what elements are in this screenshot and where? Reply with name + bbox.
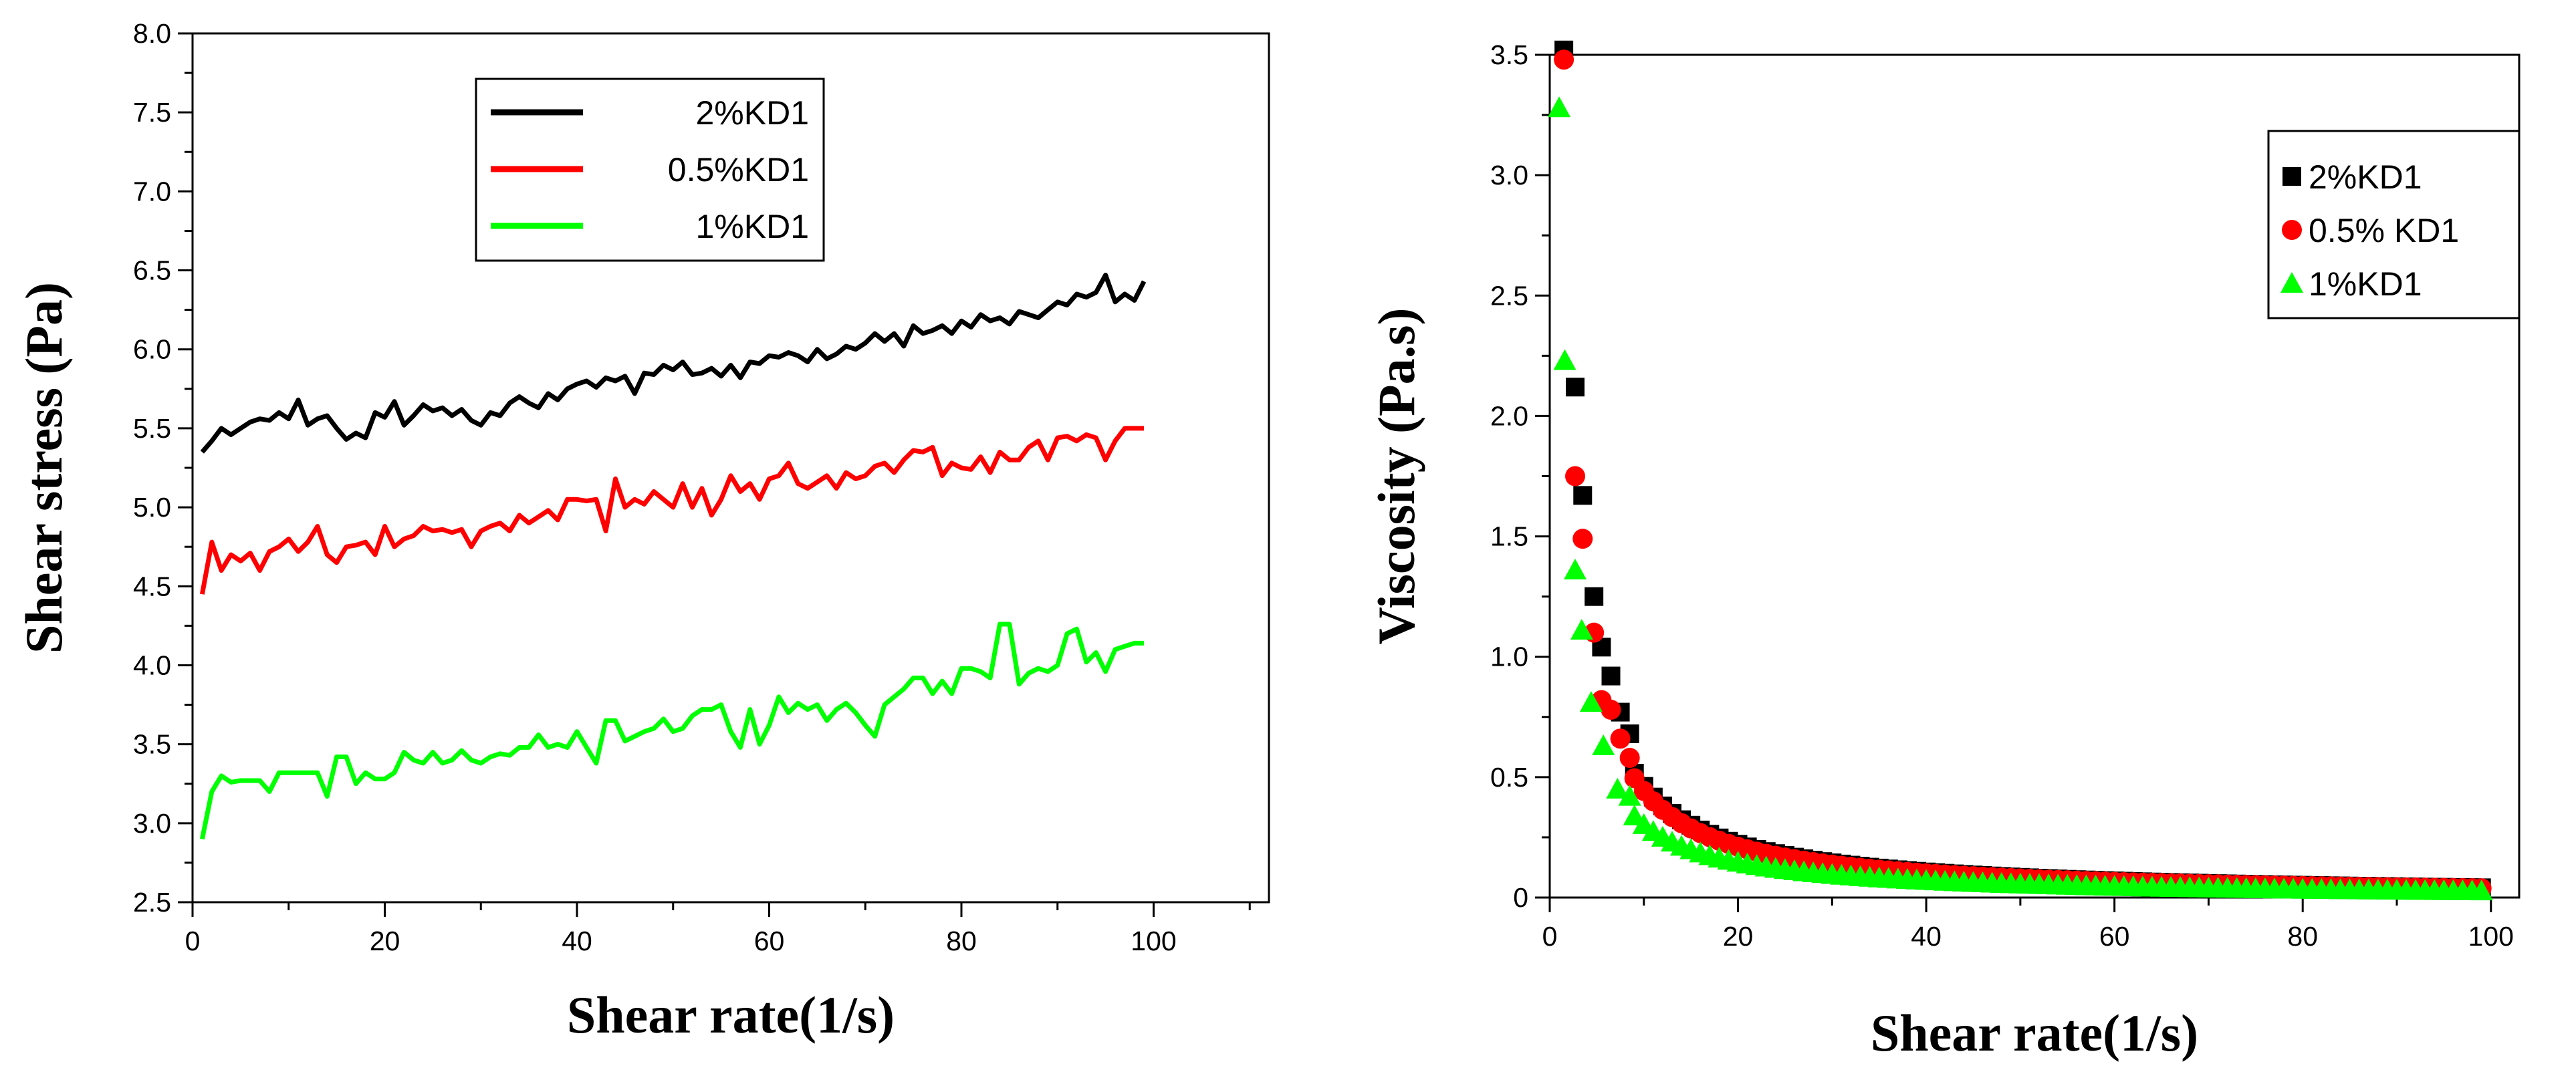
x-tick-label: 100 xyxy=(2468,921,2514,952)
legend-label-2: 1%KD1 xyxy=(695,208,809,245)
x-tick-label: 60 xyxy=(2099,921,2130,952)
data-point xyxy=(1553,349,1576,370)
x-tick-label: 40 xyxy=(1911,921,1942,952)
viscosity-chart: 0 20 40 60 80 100 0 0.5 1.0 1.5 2.0 2.5 3.0 3.5 Shear … xyxy=(1367,39,2521,1062)
y-tick-label: 1.5 xyxy=(1490,521,1528,552)
series-2 xyxy=(1548,96,2493,901)
y-tick-label: 4.5 xyxy=(133,571,171,601)
legend-label-2: 1%KD1 xyxy=(2309,265,2422,303)
y-tick-label: 3.5 xyxy=(133,729,171,760)
y-tick-label: 8.0 xyxy=(133,18,171,49)
y-axis-title: Viscosity (Pa.s) xyxy=(1367,307,1425,644)
y-tick-label: 0.5 xyxy=(1490,762,1528,793)
y-tick-label: 0 xyxy=(1513,882,1528,913)
legend-marker-1 xyxy=(2282,220,2302,240)
y-tick-label: 1.0 xyxy=(1490,642,1528,672)
data-point xyxy=(1606,777,1629,799)
x-tick-label: 40 xyxy=(562,926,592,956)
x-tick-label: 0 xyxy=(185,926,201,956)
x-tick-label: 20 xyxy=(370,926,400,956)
data-point xyxy=(1579,691,1603,712)
data-point xyxy=(1548,96,1571,118)
legend-marker-2 xyxy=(2280,272,2303,293)
y-tick-label: 2.5 xyxy=(1490,280,1528,311)
y-tick-label: 2.0 xyxy=(1490,400,1528,431)
x-axis-title: Shear rate(1/s) xyxy=(1871,1004,2198,1062)
data-point xyxy=(1566,378,1585,397)
legend-label-1: 0.5%KD1 xyxy=(668,151,809,188)
y-tick-label: 3.0 xyxy=(1490,160,1528,190)
series-line-0 xyxy=(200,273,1147,454)
y-tick-label: 3.5 xyxy=(1490,39,1528,70)
series-line-1 xyxy=(199,426,1145,595)
data-point xyxy=(1592,734,1615,756)
legend-label-0: 2%KD1 xyxy=(2309,158,2422,196)
y-tick-label: 6.5 xyxy=(133,255,171,286)
data-point xyxy=(1570,619,1593,640)
data-point xyxy=(1564,559,1587,580)
y-axis-title: Shear stress (Pa) xyxy=(15,282,73,654)
y-tick-label: 4.0 xyxy=(133,650,171,680)
x-tick-label: 100 xyxy=(1131,926,1176,956)
data-point xyxy=(1618,785,1641,806)
data-point xyxy=(1619,748,1640,769)
y-tick-label: 3.0 xyxy=(133,808,171,839)
y-tick-label: 6.0 xyxy=(133,334,171,365)
data-point xyxy=(1573,486,1593,505)
legend-label-0: 2%KD1 xyxy=(695,94,809,132)
legend-label-1: 0.5% KD1 xyxy=(2309,212,2459,249)
x-tick-label: 20 xyxy=(1723,921,1754,952)
series-line-2 xyxy=(199,622,1145,840)
y-tick-label: 5.5 xyxy=(133,413,171,444)
x-axis-title: Shear rate(1/s) xyxy=(567,986,895,1044)
x-tick-label: 80 xyxy=(946,926,977,956)
data-point xyxy=(2470,879,2493,901)
y-tick-label: 7.0 xyxy=(133,176,171,207)
y-tick-label: 5.0 xyxy=(133,492,171,523)
data-point xyxy=(1601,699,1621,720)
data-point xyxy=(1554,49,1574,70)
x-tick-label: 0 xyxy=(1542,921,1558,952)
data-point xyxy=(1585,587,1604,606)
y-tick-label: 7.5 xyxy=(133,97,171,128)
y-tick-label: 2.5 xyxy=(133,887,171,918)
data-point xyxy=(1610,728,1631,749)
shear-stress-chart: 0 20 40 60 80 100 2.5 3.0 3.5 4.0 4.5 5.0 5.5 6.0 6.5 7… xyxy=(15,18,1270,1044)
x-tick-label: 80 xyxy=(2287,921,2318,952)
legend-box xyxy=(2267,130,2521,319)
data-point xyxy=(1601,666,1621,686)
data-point xyxy=(1565,466,1586,487)
legend-marker-0 xyxy=(2282,167,2301,186)
x-tick-label: 60 xyxy=(754,926,785,956)
data-point xyxy=(1572,529,1593,549)
